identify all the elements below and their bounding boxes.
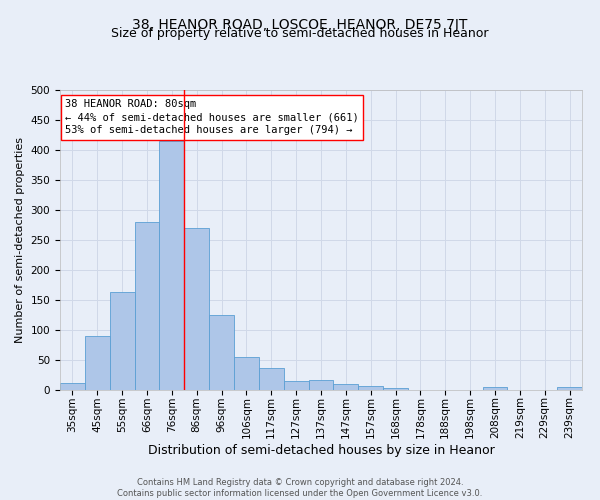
- Bar: [60, 384, 85, 390]
- Y-axis label: Number of semi-detached properties: Number of semi-detached properties: [15, 137, 25, 343]
- Bar: [482, 387, 508, 390]
- Bar: [259, 368, 284, 390]
- Bar: [334, 384, 358, 390]
- Bar: [383, 388, 408, 390]
- Bar: [308, 380, 334, 390]
- Bar: [85, 336, 110, 390]
- Text: 38, HEANOR ROAD, LOSCOE, HEANOR, DE75 7JT: 38, HEANOR ROAD, LOSCOE, HEANOR, DE75 7J…: [133, 18, 467, 32]
- Bar: [209, 315, 234, 390]
- Bar: [358, 386, 383, 390]
- Text: Contains HM Land Registry data © Crown copyright and database right 2024.
Contai: Contains HM Land Registry data © Crown c…: [118, 478, 482, 498]
- Bar: [184, 228, 209, 390]
- Bar: [284, 381, 308, 390]
- Bar: [160, 141, 184, 390]
- Bar: [134, 222, 160, 390]
- X-axis label: Distribution of semi-detached houses by size in Heanor: Distribution of semi-detached houses by …: [148, 444, 494, 457]
- Bar: [557, 387, 582, 390]
- Text: Size of property relative to semi-detached houses in Heanor: Size of property relative to semi-detach…: [111, 28, 489, 40]
- Bar: [234, 357, 259, 390]
- Bar: [110, 292, 134, 390]
- Text: 38 HEANOR ROAD: 80sqm
← 44% of semi-detached houses are smaller (661)
53% of sem: 38 HEANOR ROAD: 80sqm ← 44% of semi-deta…: [65, 99, 359, 136]
